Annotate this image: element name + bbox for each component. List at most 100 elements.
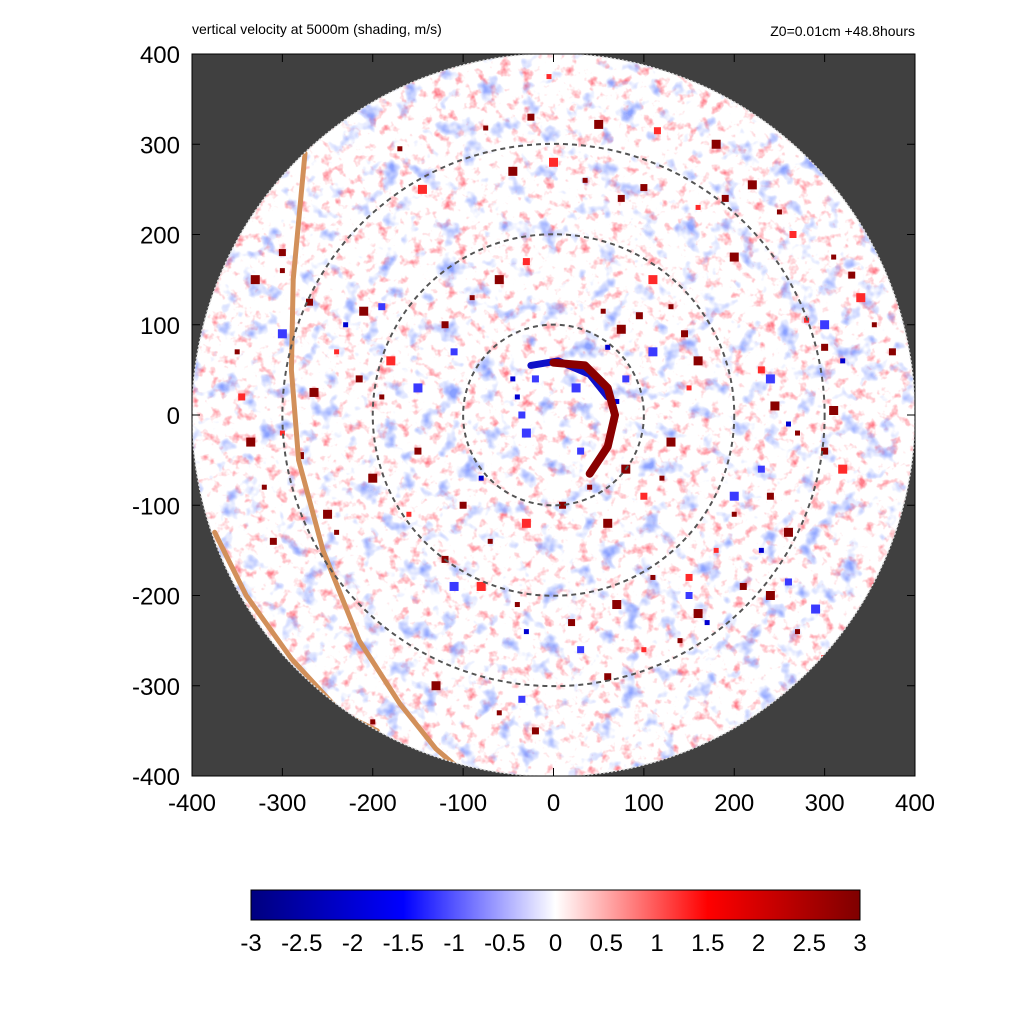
updraft-cell xyxy=(856,293,866,303)
chart-subtitle: Z0=0.01cm +48.8hours xyxy=(770,23,915,39)
downdraft-cell xyxy=(343,322,349,328)
updraft-cell xyxy=(431,681,441,691)
updraft-cell xyxy=(765,591,775,600)
updraft-cell xyxy=(469,295,475,301)
colorbar: -3 -2.5 -2 -1.5 -1 -0.5 0 0.5 1 1.5 2 2.5 3 xyxy=(240,889,867,957)
x-tick-label: -400 xyxy=(168,790,216,817)
colorbar-gradient xyxy=(250,889,861,921)
colorbar-tick-label: -2.5 xyxy=(281,930,322,957)
updraft-cell xyxy=(681,330,689,338)
downdraft-cell xyxy=(518,695,526,703)
downdraft-cell xyxy=(765,374,775,384)
updraft-cell xyxy=(713,547,719,553)
updraft-cell xyxy=(668,304,674,310)
updraft-cell xyxy=(406,511,412,517)
downdraft-cell xyxy=(523,629,529,635)
updraft-cell xyxy=(640,184,648,192)
y-tick-label: 0 xyxy=(167,403,180,430)
downdraft-cell xyxy=(450,348,458,356)
updraft-cell xyxy=(305,298,313,306)
updraft-cell xyxy=(789,231,797,238)
colorbar-tick-label: -2 xyxy=(342,930,363,957)
updraft-cell xyxy=(559,501,567,509)
downdraft-cell xyxy=(614,398,620,404)
updraft-cell xyxy=(238,393,246,401)
updraft-cell xyxy=(616,324,626,334)
colorbar-tick-label: 2 xyxy=(752,930,765,957)
updraft-cell xyxy=(640,492,648,500)
updraft-cell xyxy=(234,349,240,355)
eyewall-features xyxy=(527,357,619,478)
updraft-cell xyxy=(414,447,422,455)
x-tick-label: -300 xyxy=(258,790,306,817)
updraft-cell xyxy=(603,518,613,528)
updraft-cell xyxy=(334,529,340,535)
updraft-cell xyxy=(370,719,376,725)
y-tick-label: 400 xyxy=(140,42,180,69)
updraft-cell xyxy=(617,194,625,202)
updraft-cell xyxy=(731,511,737,517)
updraft-cell xyxy=(246,437,256,447)
updraft-cell xyxy=(494,275,504,285)
updraft-cell xyxy=(821,447,829,455)
updraft-cell xyxy=(821,343,829,351)
updraft-cell xyxy=(521,518,531,528)
updraft-cell xyxy=(659,475,665,481)
updraft-cell xyxy=(397,146,403,152)
updraft-cell xyxy=(871,322,877,328)
downdraft-cell xyxy=(449,581,459,591)
range-ring xyxy=(462,323,645,507)
updraft-cell xyxy=(888,348,896,356)
x-tick-label: 100 xyxy=(624,790,664,817)
colorbar-tick-label: -1.5 xyxy=(383,930,424,957)
range-ring xyxy=(281,142,826,688)
updraft-cell xyxy=(441,321,449,329)
updraft-cell xyxy=(487,538,493,544)
downdraft-cell xyxy=(784,578,792,586)
updraft-cell xyxy=(747,180,757,190)
updraft-cell xyxy=(776,209,782,215)
y-tick-label: 200 xyxy=(140,223,180,250)
updraft-cell xyxy=(261,484,267,490)
y-tick-label: -200 xyxy=(132,584,180,611)
y-tick-label: -400 xyxy=(132,764,180,791)
updraft-cell xyxy=(795,629,801,635)
x-axis-tick-labels: -400 -300 -200 -100 0 100 200 300 400 xyxy=(168,790,935,817)
updraft-cell xyxy=(323,509,333,519)
downdraft-cell xyxy=(758,547,764,553)
updraft-cell xyxy=(666,437,676,447)
range-ring xyxy=(371,233,736,597)
colorbar-tick-labels: -3 -2.5 -2 -1.5 -1 -0.5 0 0.5 1 1.5 2 2.5 3 xyxy=(240,930,866,957)
updraft-cell xyxy=(459,501,467,509)
x-tick-label: 0 xyxy=(547,790,560,817)
updraft-cell xyxy=(568,619,576,627)
updraft-cell xyxy=(279,430,285,436)
updraft-cell xyxy=(612,600,622,610)
downdraft-cell xyxy=(820,320,830,330)
updraft-cell xyxy=(334,349,340,355)
downdraft-cell xyxy=(413,383,423,393)
downdraft-cell xyxy=(531,375,539,383)
downdraft-cell xyxy=(757,465,765,473)
updraft-cell xyxy=(641,647,647,653)
updraft-cell xyxy=(685,573,693,581)
updraft-cell xyxy=(783,527,793,537)
updraft-cell xyxy=(379,394,385,400)
updraft-cell xyxy=(766,492,774,500)
updraft-cell xyxy=(386,356,396,366)
updraft-cell xyxy=(368,473,378,483)
downdraft-cell xyxy=(648,347,658,357)
updraft-cell xyxy=(648,275,658,285)
updraft-cell xyxy=(549,157,558,167)
updraft-cell xyxy=(250,275,260,285)
updraft-cell xyxy=(582,177,588,183)
downdraft-cell xyxy=(622,375,630,383)
x-tick-label: -200 xyxy=(349,790,397,817)
colorbar-tick-label: 0 xyxy=(549,930,562,957)
updraft-cell xyxy=(757,366,765,374)
downdraft-cell xyxy=(571,383,581,393)
y-tick-label: -300 xyxy=(132,674,180,701)
downdraft-cell xyxy=(478,475,484,481)
axis-ticks xyxy=(191,53,916,777)
updraft-cell xyxy=(695,204,701,210)
